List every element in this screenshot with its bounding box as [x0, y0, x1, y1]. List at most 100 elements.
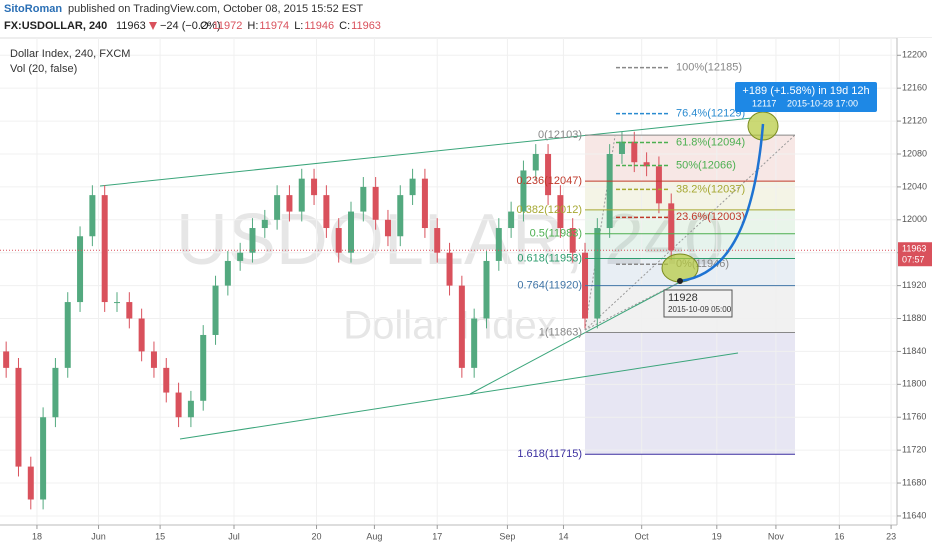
fib-label: 0.236(12047)	[517, 175, 582, 187]
published: published on TradingView.com, October 08…	[68, 3, 363, 15]
y-tick-label: 12000	[902, 214, 927, 224]
candle-body	[471, 318, 478, 368]
candle-body	[249, 228, 256, 253]
quote: O: 11972 H: 11974 L: 11946 C: 11963	[200, 20, 381, 32]
candle-body	[434, 228, 441, 253]
indicator: Vol (20, false)	[10, 63, 77, 75]
x-tick-label: Oct	[635, 531, 650, 541]
projection-time: 2015-10-28 17:00	[787, 98, 858, 108]
x-tick-label: Jul	[228, 531, 240, 541]
candle-body	[187, 400, 194, 418]
candle-body	[643, 162, 650, 167]
axes: 11640 11680 11720 11760 11800 11840 11880 11920…	[32, 50, 927, 542]
y-tick-label: 11720	[902, 445, 926, 455]
candle-body	[77, 236, 84, 303]
last-price-label: 11963	[902, 244, 926, 254]
candle-body	[311, 178, 318, 196]
y-tick-label: 12080	[902, 148, 927, 158]
projection-label: +189 (+1.58%) in 19d 12h	[742, 85, 869, 97]
last-price-box	[898, 242, 932, 267]
quote-value: 11974	[259, 20, 289, 32]
marker-price: 11928	[668, 292, 698, 304]
candle-body	[335, 228, 342, 253]
x-tick-label: Aug	[366, 531, 382, 541]
fib-zone	[585, 181, 795, 210]
trendline	[99, 117, 753, 187]
candle-body	[483, 260, 490, 319]
candle-body	[618, 141, 625, 154]
y-tick-label: 12120	[902, 115, 927, 125]
trendline	[584, 135, 616, 331]
candle-body	[594, 228, 601, 319]
trendline	[469, 281, 681, 395]
candle-body	[508, 211, 515, 229]
x-tick-label: Jun	[91, 531, 106, 541]
candle-body	[114, 302, 121, 304]
candle-body	[348, 211, 355, 253]
y-tick-label: 12040	[902, 181, 927, 191]
x-tick-label: 18	[32, 531, 42, 541]
watermark-sub: Dollar Index	[343, 304, 556, 348]
candle-body	[237, 252, 244, 261]
quote-value: 11963	[351, 20, 381, 32]
projection-curve	[679, 123, 765, 283]
y-tick-label: 11680	[902, 477, 926, 487]
fib-label: 23.6%(12003)	[676, 211, 745, 223]
candle-body	[274, 195, 281, 220]
x-tick-label: 14	[558, 531, 568, 541]
candle-body	[495, 228, 502, 261]
candle-body	[409, 178, 416, 196]
quote-key: C:	[339, 20, 350, 32]
point	[677, 278, 683, 284]
x-tick-label: 20	[312, 531, 322, 541]
candle-body	[52, 367, 59, 418]
author[interactable]: SitoRoman	[4, 3, 62, 15]
y-tick-label: 11800	[902, 379, 926, 389]
candle-body	[421, 178, 428, 229]
projection-box[interactable]	[735, 82, 877, 112]
candle-body	[89, 195, 96, 237]
candle-body	[557, 195, 564, 229]
y-tick-label: 11640	[902, 510, 926, 520]
down-arrow	[149, 22, 157, 30]
candle-body	[3, 351, 10, 368]
legend-title: Dollar Index, 240, FXCM	[10, 48, 130, 60]
fib-label: 0.382(12012)	[517, 204, 582, 216]
x-tick-label: Sep	[499, 531, 515, 541]
fib-label: 1.618(11715)	[517, 448, 582, 460]
y-tick-label: 12160	[902, 83, 927, 93]
fib-label: 0(12103)	[538, 129, 582, 141]
candle-body	[655, 166, 662, 204]
candle-body	[606, 153, 613, 229]
grid	[0, 38, 896, 525]
fib-label: 0.618(11953)	[517, 252, 582, 264]
fib-zone	[585, 233, 795, 259]
candle-body	[286, 195, 293, 212]
candles	[3, 131, 675, 510]
candle-body	[212, 285, 219, 335]
y-tick-label: 11920	[902, 280, 926, 290]
candle-body	[261, 219, 268, 229]
candle-body	[298, 178, 305, 212]
fibs: 0(12103) 0.236(12047) 0.382(12012) 0.5(1198…	[517, 62, 795, 460]
candle-body	[64, 302, 71, 368]
quote-key: O:	[200, 20, 212, 32]
quote-key: L:	[294, 20, 303, 32]
trendline	[179, 352, 739, 440]
candle-body	[200, 334, 207, 401]
fib-zone	[585, 332, 795, 455]
fib-label: 1(11863)	[539, 326, 582, 338]
candle-body	[163, 367, 170, 393]
fib-label: 61.8%(12094)	[676, 136, 745, 148]
candle-body	[397, 195, 404, 237]
change: −24 (−0.2%)	[160, 20, 221, 32]
candle-body	[569, 228, 576, 253]
symbol: FX:USDOLLAR, 240	[4, 20, 107, 32]
candle-body	[175, 392, 182, 418]
candle-body	[323, 195, 330, 229]
price-axis	[897, 38, 932, 550]
candle-body	[360, 186, 367, 212]
x-tick-label: 23	[886, 531, 896, 541]
